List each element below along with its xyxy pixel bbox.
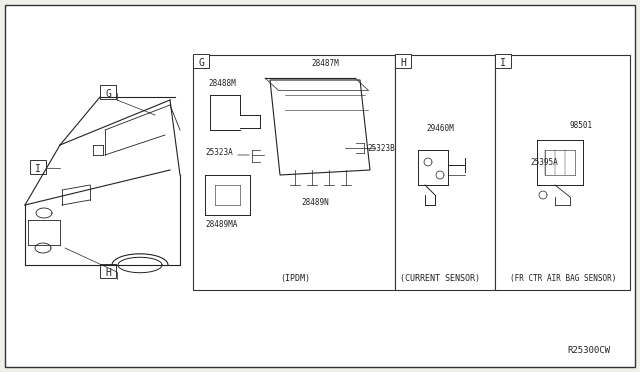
Text: 28489MA: 28489MA bbox=[205, 220, 237, 229]
Text: 25323A: 25323A bbox=[205, 148, 233, 157]
Text: G: G bbox=[105, 89, 111, 99]
Bar bbox=[395, 55, 495, 290]
Bar bbox=[193, 54, 209, 68]
Text: 25323B: 25323B bbox=[367, 144, 395, 153]
Text: I: I bbox=[500, 58, 506, 68]
Text: 28487M: 28487M bbox=[311, 59, 339, 68]
Text: (FR CTR AIR BAG SENSOR): (FR CTR AIR BAG SENSOR) bbox=[510, 273, 616, 282]
Bar bbox=[193, 55, 395, 290]
Text: 28488M: 28488M bbox=[208, 79, 236, 88]
Text: 28489N: 28489N bbox=[301, 198, 329, 207]
Bar bbox=[30, 160, 46, 174]
Bar bbox=[495, 55, 630, 290]
Text: (IPDM): (IPDM) bbox=[280, 273, 310, 282]
Text: 25395A: 25395A bbox=[530, 157, 557, 167]
Text: 98501: 98501 bbox=[570, 121, 593, 130]
Text: H: H bbox=[105, 268, 111, 278]
Text: (CURRENT SENSOR): (CURRENT SENSOR) bbox=[400, 273, 480, 282]
Text: R25300CW: R25300CW bbox=[567, 346, 610, 355]
Bar bbox=[395, 54, 411, 68]
Bar bbox=[100, 85, 116, 99]
Bar bbox=[495, 54, 511, 68]
Text: H: H bbox=[400, 58, 406, 68]
Text: 29460M: 29460M bbox=[426, 124, 454, 133]
Text: G: G bbox=[198, 58, 204, 68]
Text: I: I bbox=[35, 164, 41, 174]
Bar bbox=[100, 264, 116, 278]
